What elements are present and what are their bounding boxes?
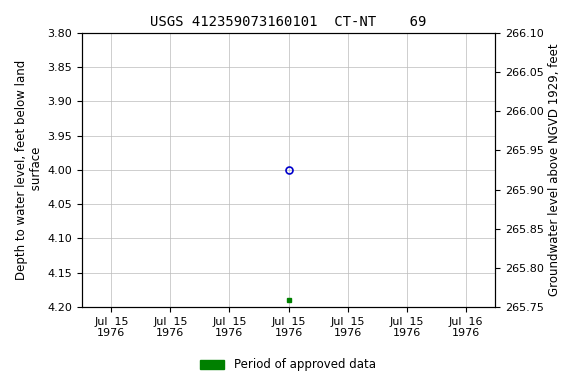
- Y-axis label: Groundwater level above NGVD 1929, feet: Groundwater level above NGVD 1929, feet: [548, 44, 561, 296]
- Title: USGS 412359073160101  CT-NT    69: USGS 412359073160101 CT-NT 69: [150, 15, 427, 29]
- Y-axis label: Depth to water level, feet below land
 surface: Depth to water level, feet below land su…: [15, 60, 43, 280]
- Legend: Period of approved data: Period of approved data: [196, 354, 380, 376]
